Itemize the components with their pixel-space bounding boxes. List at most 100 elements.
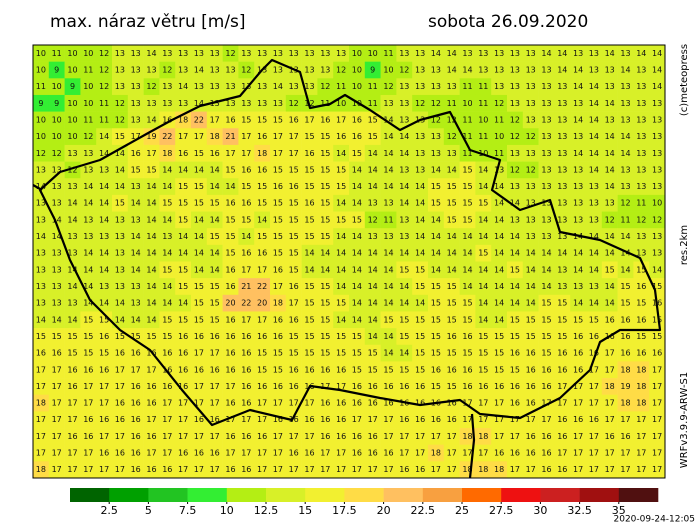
cell-value: 17 — [115, 465, 125, 474]
cell-value: 15 — [178, 282, 188, 291]
cell-value: 22 — [194, 115, 204, 124]
grid-cell — [64, 194, 81, 212]
cell-value: 15 — [399, 315, 409, 324]
cell-value: 14 — [383, 265, 393, 274]
cell-value: 16 — [115, 415, 125, 424]
cell-value: 15 — [67, 349, 77, 358]
cell-value: 13 — [494, 65, 504, 74]
cell-value: 15 — [304, 282, 314, 291]
cell-value: 18 — [478, 432, 488, 441]
cell-value: 16 — [115, 449, 125, 458]
grid-cell — [570, 78, 587, 96]
cell-value: 13 — [557, 82, 567, 91]
cell-value: 15 — [320, 199, 330, 208]
cell-value: 17 — [589, 382, 599, 391]
cell-value: 14 — [541, 282, 551, 291]
grid-cell — [554, 61, 571, 79]
cell-value: 14 — [589, 82, 599, 91]
cell-value: 14 — [131, 265, 141, 274]
grid-cell — [112, 278, 129, 296]
cell-value: 14 — [431, 265, 441, 274]
grid-cell — [33, 228, 50, 246]
cell-value: 16 — [289, 449, 299, 458]
cell-value: 13 — [541, 82, 551, 91]
grid-cell — [380, 211, 397, 229]
cell-value: 13 — [210, 65, 220, 74]
cell-value: 13 — [447, 82, 457, 91]
cell-value: 15 — [447, 282, 457, 291]
cell-value: 16 — [352, 382, 362, 391]
grid-cell — [396, 294, 413, 312]
cell-value: 14 — [210, 165, 220, 174]
cell-value: 11 — [494, 115, 504, 124]
cell-value: 12 — [636, 215, 646, 224]
cell-value: 14 — [605, 232, 615, 241]
grid-cell — [364, 61, 381, 79]
grid-cell — [349, 111, 366, 129]
grid-cell — [270, 294, 287, 312]
cell-value: 16 — [415, 465, 425, 474]
cell-value: 13 — [225, 82, 235, 91]
cell-value: 17 — [99, 432, 109, 441]
cell-value: 14 — [146, 299, 156, 308]
grid-cell — [601, 128, 618, 146]
cell-value: 17 — [478, 399, 488, 408]
cell-value: 12 — [526, 165, 536, 174]
grid-cell — [64, 178, 81, 196]
cell-value: 17 — [210, 432, 220, 441]
cell-value: 17 — [289, 465, 299, 474]
cell-value: 17 — [273, 282, 283, 291]
cell-value: 16 — [383, 449, 393, 458]
cell-value: 17 — [289, 432, 299, 441]
cell-value: 15 — [462, 215, 472, 224]
cell-value: 13 — [557, 165, 567, 174]
grid-cell — [617, 178, 634, 196]
grid-cell — [380, 128, 397, 146]
grid-cell — [159, 228, 176, 246]
cell-value: 18 — [210, 132, 220, 141]
cell-value: 16 — [194, 365, 204, 374]
grid-cell — [175, 45, 192, 62]
grid-cell — [238, 228, 255, 246]
grid-cell — [175, 228, 192, 246]
cell-value: 15 — [336, 349, 346, 358]
grid-cell — [586, 261, 603, 279]
grid-cell — [270, 244, 287, 262]
cell-value: 14 — [146, 199, 156, 208]
grid-cell — [507, 178, 524, 196]
cell-value: 17 — [652, 399, 662, 408]
cell-value: 17 — [289, 299, 299, 308]
cell-value: 13 — [636, 182, 646, 191]
cell-value: 16 — [225, 265, 235, 274]
cell-value: 16 — [225, 432, 235, 441]
cell-value: 15 — [336, 182, 346, 191]
grid-cell — [649, 178, 666, 196]
cell-value: 14 — [368, 282, 378, 291]
cell-value: 17 — [146, 415, 156, 424]
cell-value: 15 — [304, 332, 314, 341]
cell-value: 13 — [115, 49, 125, 58]
grid-cell — [112, 294, 129, 312]
cell-value: 16 — [557, 365, 567, 374]
grid-cell — [317, 128, 334, 146]
grid-cell — [33, 178, 50, 196]
grid-cell — [412, 94, 429, 112]
cell-value: 16 — [225, 399, 235, 408]
grid-cell — [48, 144, 65, 162]
grid-cell — [222, 144, 239, 162]
grid-cell — [412, 144, 429, 162]
cell-value: 14 — [589, 132, 599, 141]
grid-cell — [96, 144, 113, 162]
grid-cell — [159, 194, 176, 212]
grid-cell — [64, 111, 81, 129]
grid-cell — [175, 194, 192, 212]
cell-value: 14 — [605, 132, 615, 141]
cell-value: 16 — [636, 315, 646, 324]
grid-cell — [127, 311, 144, 329]
cell-value: 14 — [83, 199, 93, 208]
grid-cell — [301, 294, 318, 312]
cell-value: 12 — [399, 65, 409, 74]
grid-cell — [143, 144, 160, 162]
cell-value: 15 — [273, 249, 283, 258]
cell-value: 15 — [447, 182, 457, 191]
